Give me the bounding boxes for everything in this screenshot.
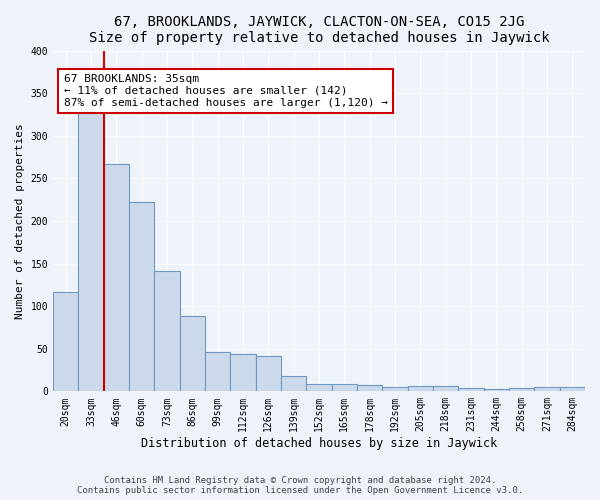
Bar [154, 271, 179, 392]
Bar [179, 316, 205, 392]
Text: Contains HM Land Registry data © Crown copyright and database right 2024.
Contai: Contains HM Land Registry data © Crown c… [77, 476, 523, 495]
Bar [560, 387, 585, 392]
Bar [256, 356, 281, 392]
Bar [205, 352, 230, 392]
Bar [433, 386, 458, 392]
Bar [79, 108, 104, 392]
Bar [332, 384, 357, 392]
Bar [484, 389, 509, 392]
Bar [307, 384, 332, 392]
Bar [509, 388, 535, 392]
Bar [129, 202, 154, 392]
Text: 67 BROOKLANDS: 35sqm
← 11% of detached houses are smaller (142)
87% of semi-deta: 67 BROOKLANDS: 35sqm ← 11% of detached h… [64, 74, 388, 108]
Bar [357, 386, 382, 392]
Bar [104, 164, 129, 392]
Bar [382, 387, 407, 392]
Bar [53, 292, 79, 392]
Bar [281, 376, 307, 392]
Title: 67, BROOKLANDS, JAYWICK, CLACTON-ON-SEA, CO15 2JG
Size of property relative to d: 67, BROOKLANDS, JAYWICK, CLACTON-ON-SEA,… [89, 15, 550, 45]
Bar [230, 354, 256, 392]
Bar [407, 386, 433, 392]
Bar [535, 387, 560, 392]
Bar [458, 388, 484, 392]
X-axis label: Distribution of detached houses by size in Jaywick: Distribution of detached houses by size … [141, 437, 497, 450]
Y-axis label: Number of detached properties: Number of detached properties [15, 123, 25, 319]
